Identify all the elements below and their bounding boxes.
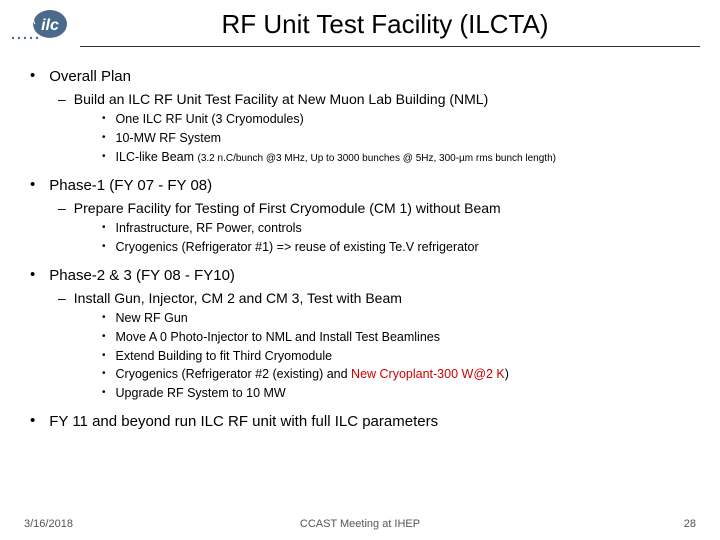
item-part: ILC-like Beam bbox=[116, 150, 195, 164]
item-part-red: New Cryoplant-300 W@2 K bbox=[351, 367, 505, 381]
item-text: Cryogenics (Refrigerator #1) => reuse of… bbox=[116, 239, 479, 256]
slide-title: RF Unit Test Facility (ILCTA) bbox=[70, 9, 700, 44]
bullet-l2: –Install Gun, Injector, CM 2 and CM 3, T… bbox=[58, 289, 696, 308]
section-heading: Overall Plan bbox=[49, 67, 131, 87]
bullet-l3: •Infrastructure, RF Power, controls bbox=[102, 220, 696, 237]
slide-footer: 3/16/2018 CCAST Meeting at IHEP 28 bbox=[0, 518, 720, 530]
slide-body: •Overall Plan –Build an ILC RF Unit Test… bbox=[0, 47, 720, 432]
item-part: Cryogenics (Refrigerator #2 (existing) a… bbox=[116, 367, 352, 381]
item-text: 10-MW RF System bbox=[116, 130, 222, 147]
bullet-l3: •Cryogenics (Refrigerator #2 (existing) … bbox=[102, 366, 696, 383]
bullet-l3: •Move A 0 Photo-Injector to NML and Inst… bbox=[102, 329, 696, 346]
section-sub: Prepare Facility for Testing of First Cr… bbox=[74, 199, 501, 218]
section-heading: FY 11 and beyond run ILC RF unit with fu… bbox=[49, 412, 438, 432]
section-heading: Phase-2 & 3 (FY 08 - FY10) bbox=[49, 266, 235, 286]
item-text: Upgrade RF System to 10 MW bbox=[116, 385, 286, 402]
bullet-l3: •Cryogenics (Refrigerator #1) => reuse o… bbox=[102, 239, 696, 256]
bullet-l1: •FY 11 and beyond run ILC RF unit with f… bbox=[30, 412, 696, 432]
item-part: ) bbox=[505, 367, 509, 381]
section-sub: Build an ILC RF Unit Test Facility at Ne… bbox=[74, 90, 488, 109]
section-sub: Install Gun, Injector, CM 2 and CM 3, Te… bbox=[74, 289, 402, 308]
bullet-l1: •Overall Plan bbox=[30, 67, 696, 87]
item-text: New RF Gun bbox=[116, 310, 188, 327]
svg-text:ilc: ilc bbox=[41, 17, 59, 34]
item-text: ILC-like Beam (3.2 n.C/bunch @3 MHz, Up … bbox=[116, 149, 556, 166]
item-text: Cryogenics (Refrigerator #2 (existing) a… bbox=[116, 366, 509, 383]
bullet-l3: •One ILC RF Unit (3 Cryomodules) bbox=[102, 111, 696, 128]
bullet-l2: –Build an ILC RF Unit Test Facility at N… bbox=[58, 90, 696, 109]
item-text: Infrastructure, RF Power, controls bbox=[116, 220, 302, 237]
ilc-logo: ilc bbox=[10, 8, 70, 44]
bullet-l1: •Phase-2 & 3 (FY 08 - FY10) bbox=[30, 266, 696, 286]
bullet-l3: •Extend Building to fit Third Cryomodule bbox=[102, 348, 696, 365]
bullet-l1: •Phase-1 (FY 07 - FY 08) bbox=[30, 176, 696, 196]
footer-center: CCAST Meeting at IHEP bbox=[0, 518, 720, 530]
section-heading: Phase-1 (FY 07 - FY 08) bbox=[49, 176, 212, 196]
bullet-l3: •Upgrade RF System to 10 MW bbox=[102, 385, 696, 402]
item-text: Extend Building to fit Third Cryomodule bbox=[116, 348, 333, 365]
bullet-l2: –Prepare Facility for Testing of First C… bbox=[58, 199, 696, 218]
item-text: One ILC RF Unit (3 Cryomodules) bbox=[116, 111, 304, 128]
item-part-small: (3.2 n.C/bunch @3 MHz, Up to 3000 bunche… bbox=[198, 153, 556, 164]
slide-header: ilc RF Unit Test Facility (ILCTA) bbox=[0, 0, 720, 44]
bullet-l3: •New RF Gun bbox=[102, 310, 696, 327]
item-text: Move A 0 Photo-Injector to NML and Insta… bbox=[116, 329, 440, 346]
bullet-l3: •10-MW RF System bbox=[102, 130, 696, 147]
bullet-l3: •ILC-like Beam (3.2 n.C/bunch @3 MHz, Up… bbox=[102, 149, 696, 166]
footer-page: 28 bbox=[684, 518, 696, 530]
